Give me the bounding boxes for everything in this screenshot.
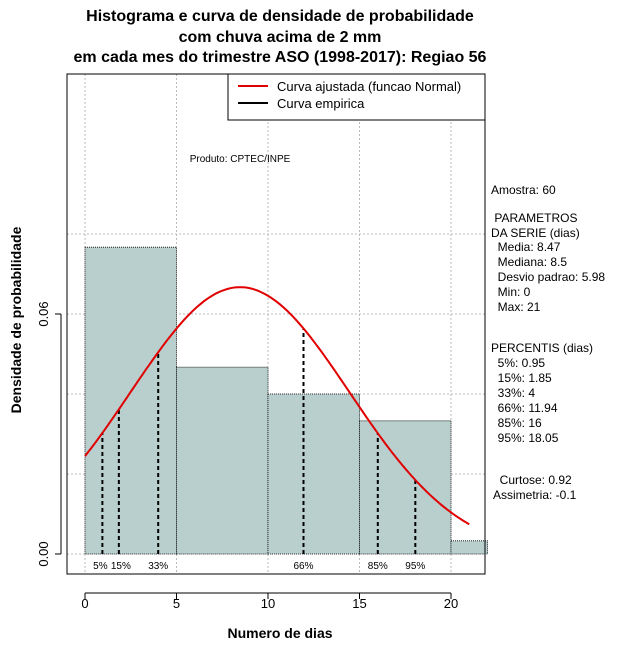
percentile-label-3: 66% [293, 561, 313, 572]
percentile-label-0: 5% [93, 561, 108, 572]
percentile-label-1: 15% [111, 561, 131, 572]
x-tick-label-0: 0 [81, 596, 88, 611]
shape-stats: Curtose: 0.92 Assimetria: -0.1 [493, 473, 577, 502]
chart-title-line-3: em cada mes do trimestre ASO (1998-2017)… [73, 49, 487, 66]
percentile-lines: 5% 15% 33% 66% 85% 95% [93, 328, 425, 572]
sample-size: Amostra: 60 [491, 183, 556, 197]
y-tick-label-0: 0.00 [36, 541, 51, 566]
histogram-bar-0 [84, 246, 177, 555]
legend: Curva ajustada (funcao Normal) Curva emp… [227, 73, 486, 121]
chart-title-line-2: com chuva acima de 2 mm [178, 29, 382, 46]
y-tick-label-1: 0.06 [36, 301, 51, 326]
params-title: PARAMETROS DA SERIE (dias) [491, 211, 580, 240]
histogram-bar-1 [176, 366, 269, 555]
legend-label-empirical: Curva empirica [277, 96, 365, 111]
product-annotation: Produto: CPTEC/INPE [190, 154, 291, 165]
axes: 0 5 10 15 20 0.00 0.06 [36, 301, 458, 611]
x-tick-label-20: 20 [444, 596, 458, 611]
legend-box [227, 73, 486, 121]
percentis-title: PERCENTIS (dias) [491, 341, 594, 355]
percentis-values: 5%: 0.95 15%: 1.85 33%: 4 66%: 11.94 85%… [497, 356, 559, 445]
y-axis-label: Densidade de probabilidade [8, 226, 24, 414]
percentile-label-5: 95% [405, 561, 425, 572]
chart-title-line-1: Histograma e curva de densidade de proba… [86, 8, 474, 25]
x-tick-label-10: 10 [261, 596, 275, 611]
histogram-bar-2 [267, 393, 360, 555]
params-values: Media: 8.47 Mediana: 8.5 Desvio padrao: … [497, 240, 606, 314]
legend-label-fitted: Curva ajustada (funcao Normal) [277, 79, 461, 94]
histogram-bars [84, 246, 488, 555]
normal-curve-layer [84, 286, 470, 526]
histogram-bar-4 [450, 540, 488, 555]
percentile-label-2: 33% [148, 561, 168, 572]
percentile-label-4: 85% [368, 561, 388, 572]
x-tick-label-5: 5 [173, 596, 180, 611]
x-tick-label-15: 15 [352, 596, 366, 611]
x-axis-label: Numero de dias [227, 625, 333, 641]
histogram-bar-3 [359, 420, 452, 555]
normal-curve [84, 286, 470, 526]
